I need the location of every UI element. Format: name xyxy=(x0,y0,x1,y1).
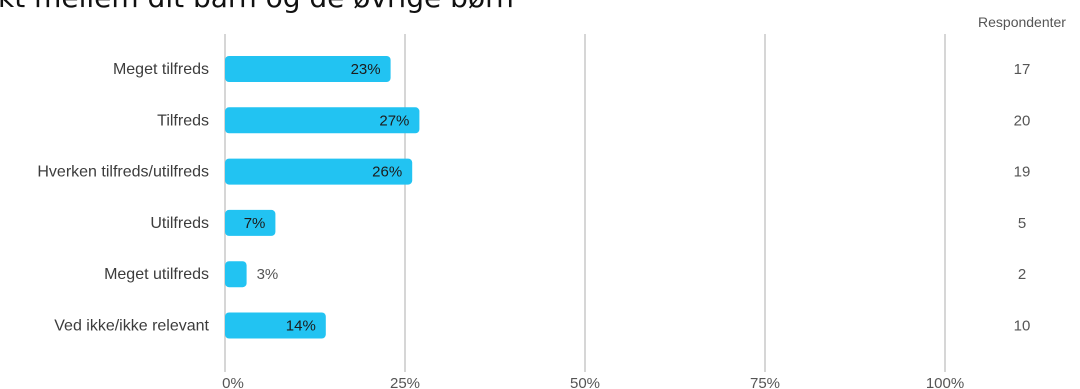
x-tick-label: 0% xyxy=(222,375,244,389)
bar xyxy=(225,261,247,287)
respondents-value: 17 xyxy=(1014,61,1031,78)
x-tick-label: 75% xyxy=(750,375,780,389)
data-label: 26% xyxy=(372,164,402,181)
data-label: 27% xyxy=(379,112,409,129)
respondents-header: Respondenter xyxy=(978,14,1066,30)
respondents-value: 5 xyxy=(1018,215,1026,232)
x-tick-label: 25% xyxy=(390,375,420,389)
category-label: Ved ikke/ikke relevant xyxy=(54,318,209,335)
respondents-value: 19 xyxy=(1014,164,1031,181)
respondents-value: 2 xyxy=(1018,266,1026,283)
data-label: 23% xyxy=(351,61,381,78)
x-tick-label: 100% xyxy=(926,375,964,389)
category-label: Hverken tilfreds/utilfreds xyxy=(37,164,209,181)
data-label: 3% xyxy=(257,266,279,283)
bars xyxy=(225,56,419,339)
respondents-value: 20 xyxy=(1014,112,1031,129)
category-label: Meget utilfreds xyxy=(104,266,209,283)
x-tick-label: 50% xyxy=(570,375,600,389)
category-label: Meget tilfreds xyxy=(113,61,209,78)
category-label: Tilfreds xyxy=(157,112,209,129)
data-label: 14% xyxy=(286,318,316,335)
respondents-value: 10 xyxy=(1014,318,1031,335)
category-label: Utilfreds xyxy=(150,215,209,232)
gridlines xyxy=(225,34,945,372)
labels: 0% 25% 50% 75% 100%Meget tilfreds 23% 17Tilfre… xyxy=(37,61,1030,389)
data-label: 7% xyxy=(244,215,266,232)
